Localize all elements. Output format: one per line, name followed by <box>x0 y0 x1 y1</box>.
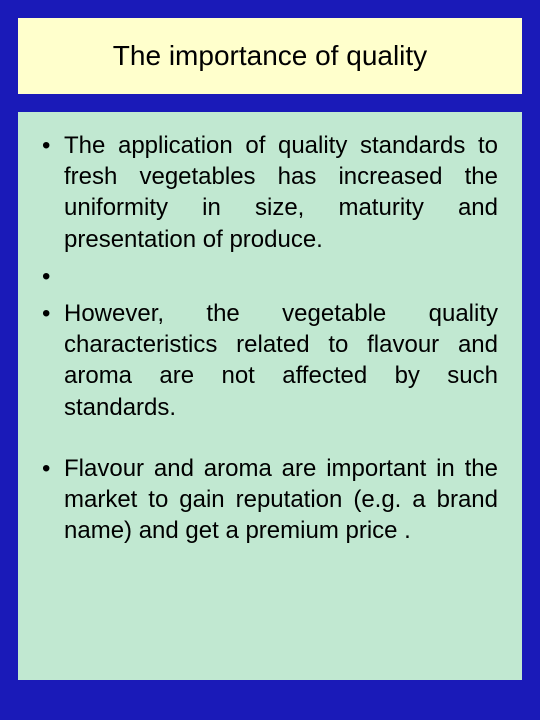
bullet-marker: • <box>42 261 64 292</box>
spacer <box>42 429 498 453</box>
bullet-text <box>64 261 498 292</box>
title-box: The importance of quality <box>18 18 522 94</box>
bullet-item: • However, the vegetable quality charact… <box>42 298 498 423</box>
bullet-text: Flavour and aroma are important in the m… <box>64 453 498 547</box>
bullet-marker: • <box>42 298 64 423</box>
bullet-item: • <box>42 261 498 292</box>
bullet-text: However, the vegetable quality character… <box>64 298 498 423</box>
content-box: • The application of quality standards t… <box>18 112 522 680</box>
bullet-item: • The application of quality standards t… <box>42 130 498 255</box>
bullet-text: The application of quality standards to … <box>64 130 498 255</box>
slide-title: The importance of quality <box>28 40 512 72</box>
bullet-item: • Flavour and aroma are important in the… <box>42 453 498 547</box>
bullet-marker: • <box>42 130 64 255</box>
bullet-marker: • <box>42 453 64 547</box>
